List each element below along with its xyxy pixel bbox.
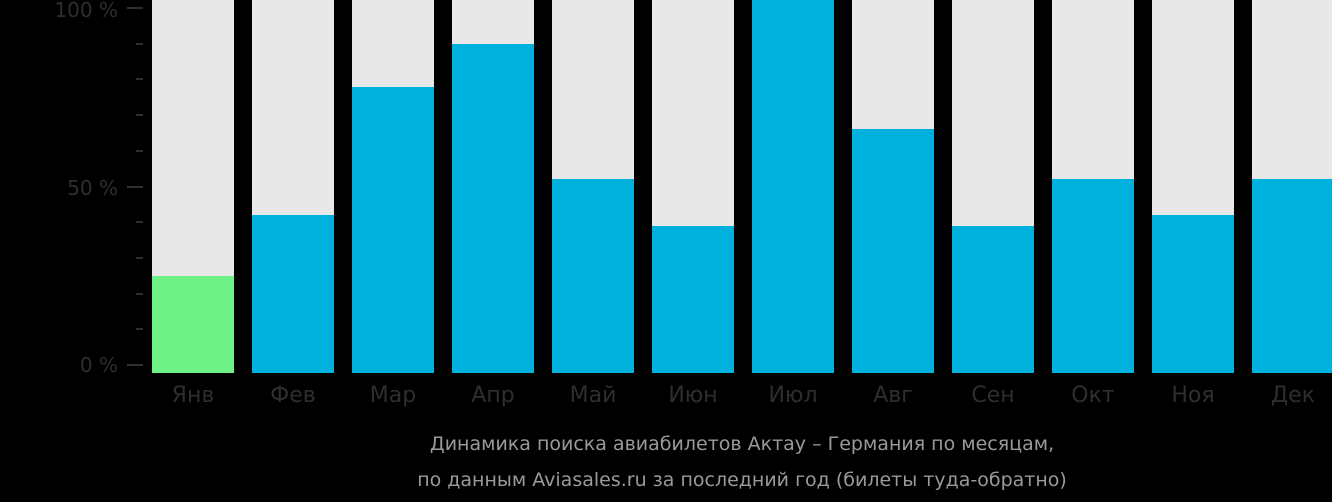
bar-fill bbox=[1052, 179, 1134, 373]
bar-3 bbox=[352, 0, 434, 373]
y-tick bbox=[127, 364, 143, 366]
x-label: Май bbox=[569, 383, 617, 408]
x-label: Сен bbox=[971, 383, 1015, 408]
x-label: Авг bbox=[873, 383, 913, 408]
y-tick bbox=[136, 78, 143, 81]
x-label: Июл bbox=[768, 383, 818, 408]
bar-11 bbox=[1152, 0, 1234, 373]
x-label: Дек bbox=[1270, 383, 1315, 408]
bar-fill bbox=[852, 129, 934, 373]
bar-fill bbox=[752, 0, 834, 373]
y-tick bbox=[127, 7, 143, 9]
y-tick bbox=[136, 42, 143, 45]
bar-2 bbox=[252, 0, 334, 373]
y-tick bbox=[127, 185, 143, 188]
x-label: Ноя bbox=[1171, 383, 1215, 408]
y-label-0: 0 % bbox=[79, 353, 118, 377]
y-tick bbox=[136, 292, 143, 295]
bar-7 bbox=[752, 0, 834, 373]
y-tick bbox=[136, 328, 143, 331]
bar-12 bbox=[1252, 0, 1332, 373]
bar-fill bbox=[152, 275, 234, 373]
bar-9 bbox=[952, 0, 1034, 373]
y-label-100: 100 % bbox=[54, 0, 118, 22]
x-label: Мар bbox=[369, 383, 417, 408]
bar-fill bbox=[1152, 215, 1234, 373]
bar-4 bbox=[452, 0, 534, 373]
x-label: Окт bbox=[1071, 383, 1115, 408]
bar-fill bbox=[252, 215, 334, 373]
bar-fill bbox=[552, 179, 634, 373]
bar-fill bbox=[352, 86, 434, 373]
bar-fill bbox=[452, 43, 534, 373]
bar-fill bbox=[652, 225, 734, 373]
bar-6 bbox=[652, 0, 734, 373]
y-tick bbox=[136, 256, 143, 259]
caption-line-2: по данным Aviasales.ru за последний год … bbox=[417, 469, 1067, 491]
bar-fill bbox=[952, 225, 1034, 373]
bar-10 bbox=[1052, 0, 1134, 373]
x-label: Апр bbox=[471, 383, 515, 408]
y-tick bbox=[136, 114, 143, 117]
x-label: Фев bbox=[270, 383, 316, 408]
y-tick bbox=[136, 221, 143, 224]
bar-fill bbox=[1252, 179, 1332, 373]
bar-1 bbox=[152, 0, 234, 373]
bar-5 bbox=[552, 0, 634, 373]
y-tick bbox=[136, 149, 143, 152]
bar-8 bbox=[852, 0, 934, 373]
x-label: Янв bbox=[171, 383, 215, 408]
y-label-50: 50 % bbox=[67, 176, 118, 200]
caption-line-1: Динамика поиска авиабилетов Актау – Герм… bbox=[429, 433, 1055, 455]
x-label: Июн bbox=[668, 383, 718, 408]
